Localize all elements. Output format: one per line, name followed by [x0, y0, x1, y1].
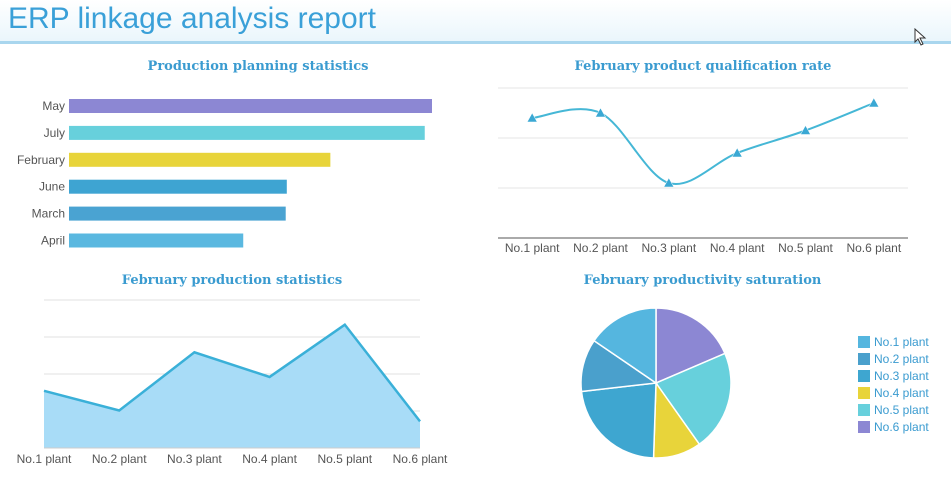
bar-february [69, 152, 331, 167]
area-x-tick-label: No.2 plant [92, 452, 147, 466]
line-x-tick-label: No.4 plant [710, 241, 765, 255]
pie-slice-6 [655, 307, 726, 385]
pie-legend-item: No.1 plant [858, 333, 929, 350]
legend-label: No.1 plant [874, 334, 929, 349]
line-point-4 [731, 147, 743, 158]
bar-march [69, 206, 286, 221]
line-x-tick-label: No.5 plant [778, 241, 833, 255]
pie-legend-item: No.3 plant [858, 367, 929, 384]
production-statistics-area-chart: No.1 plant No.2 plant No.3 plant No.4 plant… [17, 299, 448, 466]
area-chart-title: February production statistics [121, 273, 343, 288]
area-x-tick-label: No.3 plant [167, 452, 222, 466]
bar-label-april: April [41, 234, 65, 248]
mouse-cursor-icon [914, 28, 927, 46]
pie-legend: No.1 plant No.2 plant No.3 plant No.4 plant… [858, 333, 929, 435]
bar-july [69, 125, 425, 140]
area-x-tick-label: No.1 plant [17, 452, 72, 466]
line-point-6 [868, 97, 880, 108]
line-x-tick-label: No.1 plant [505, 241, 560, 255]
legend-swatch [858, 403, 870, 416]
bar-label-may: May [42, 99, 65, 113]
legend-label: No.3 plant [874, 368, 929, 383]
bar-june [69, 179, 287, 194]
legend-swatch [858, 352, 870, 365]
legend-swatch [858, 386, 870, 399]
bar-label-march: March [32, 207, 65, 221]
legend-swatch [858, 335, 870, 348]
production-area-line [43, 322, 421, 423]
report-title: ERP linkage analysis report [8, 2, 376, 35]
bar-may [69, 99, 432, 113]
area-x-tick-label: No.6 plant [393, 452, 448, 466]
pie-slice-5 [654, 352, 732, 446]
line-x-tick-label: No.2 plant [573, 241, 628, 255]
line-chart-title: February product qualification rate [574, 59, 832, 74]
line-x-tick-label: No.6 plant [846, 241, 901, 255]
line-point-2 [595, 107, 606, 118]
pie-legend-item: No.4 plant [858, 384, 929, 401]
legend-label: No.6 plant [874, 419, 929, 434]
area-x-tick-label: No.4 plant [242, 452, 297, 466]
line-point-5 [800, 124, 811, 135]
legend-label: No.5 plant [874, 402, 929, 417]
legend-label: No.4 plant [874, 385, 929, 400]
area-x-tick-label: No.5 plant [317, 452, 372, 466]
bar-label-june: June [39, 180, 65, 194]
pie-slice-3 [580, 382, 657, 459]
bar-label-february: February [17, 153, 65, 167]
legend-swatch [858, 369, 870, 382]
line-point-1 [526, 112, 538, 123]
legend-swatch [858, 420, 870, 433]
bar-label-july: July [44, 126, 65, 140]
qualification-rate-line-chart: No.1 plant No.2 plant No.3 plant No.4 plant… [498, 87, 908, 255]
pie-slice-1 [593, 307, 657, 385]
pie-legend-item: No.2 plant [858, 350, 929, 367]
production-area-fill [44, 324, 420, 448]
qualification-rate-series-line [532, 102, 875, 186]
bar-april [69, 233, 244, 248]
pie-chart-title: February productivity saturation [583, 273, 822, 288]
bar-chart-title: Production planning statistics [147, 59, 369, 74]
pie-legend-item: No.5 plant [858, 401, 929, 418]
production-planning-bar-chart: May July February June March April [17, 99, 432, 248]
legend-label: No.2 plant [874, 351, 929, 366]
line-point-3 [663, 177, 675, 188]
line-x-tick-label: No.3 plant [641, 241, 696, 255]
report-header: ERP linkage analysis report [0, 0, 951, 44]
pie-legend-item: No.6 plant [858, 418, 929, 435]
productivity-saturation-pie-chart [580, 307, 732, 459]
